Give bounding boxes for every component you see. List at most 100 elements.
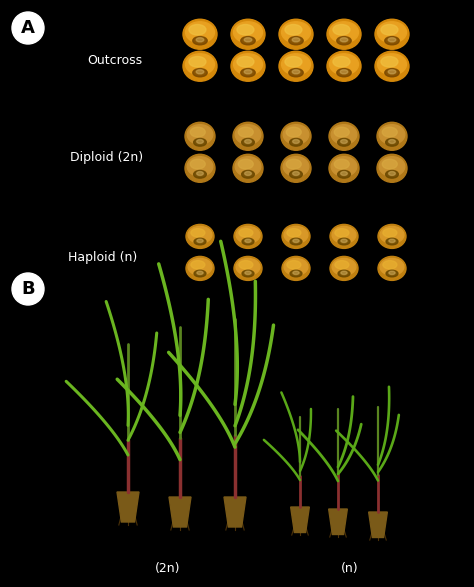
Ellipse shape: [281, 154, 311, 183]
Ellipse shape: [341, 239, 347, 242]
Ellipse shape: [231, 19, 265, 49]
Ellipse shape: [285, 25, 302, 35]
Ellipse shape: [244, 70, 252, 74]
Ellipse shape: [282, 22, 310, 43]
Ellipse shape: [337, 36, 351, 45]
Ellipse shape: [290, 270, 302, 277]
Ellipse shape: [193, 170, 206, 178]
Ellipse shape: [341, 171, 347, 176]
Ellipse shape: [389, 271, 395, 275]
Ellipse shape: [189, 56, 206, 67]
Ellipse shape: [234, 224, 262, 248]
Ellipse shape: [233, 154, 263, 183]
Ellipse shape: [389, 239, 395, 242]
Polygon shape: [117, 492, 139, 522]
Ellipse shape: [242, 238, 254, 245]
Ellipse shape: [233, 122, 263, 150]
Ellipse shape: [388, 70, 396, 74]
Polygon shape: [224, 497, 246, 527]
Ellipse shape: [289, 69, 303, 77]
Ellipse shape: [338, 270, 350, 277]
Ellipse shape: [239, 228, 253, 237]
Ellipse shape: [380, 227, 404, 243]
Ellipse shape: [385, 36, 399, 45]
Ellipse shape: [335, 228, 349, 237]
Ellipse shape: [239, 261, 253, 269]
Ellipse shape: [235, 124, 261, 144]
Ellipse shape: [183, 19, 217, 49]
Ellipse shape: [245, 140, 251, 143]
Text: (2n): (2n): [155, 562, 181, 575]
Text: Diploid (2n): Diploid (2n): [71, 150, 144, 164]
Ellipse shape: [185, 54, 214, 75]
Ellipse shape: [193, 69, 207, 77]
Ellipse shape: [333, 56, 350, 67]
Ellipse shape: [386, 270, 398, 277]
Ellipse shape: [194, 270, 206, 277]
Ellipse shape: [185, 22, 214, 43]
Ellipse shape: [385, 69, 399, 77]
Ellipse shape: [378, 257, 406, 281]
Ellipse shape: [388, 38, 396, 42]
Ellipse shape: [383, 228, 397, 237]
Ellipse shape: [334, 127, 349, 137]
Ellipse shape: [377, 154, 407, 183]
Ellipse shape: [188, 258, 212, 275]
Ellipse shape: [191, 228, 205, 237]
Ellipse shape: [283, 157, 309, 176]
Ellipse shape: [290, 170, 302, 178]
Ellipse shape: [284, 227, 308, 243]
Ellipse shape: [284, 258, 308, 275]
Ellipse shape: [194, 238, 206, 245]
Text: A: A: [21, 19, 35, 37]
Ellipse shape: [383, 261, 397, 269]
Ellipse shape: [375, 51, 409, 81]
Ellipse shape: [337, 69, 351, 77]
Ellipse shape: [187, 124, 213, 144]
Ellipse shape: [185, 154, 215, 183]
Ellipse shape: [289, 36, 303, 45]
Ellipse shape: [197, 140, 203, 143]
Ellipse shape: [189, 25, 206, 35]
Ellipse shape: [333, 25, 350, 35]
Ellipse shape: [337, 139, 350, 146]
Ellipse shape: [287, 228, 301, 237]
Ellipse shape: [245, 239, 251, 242]
Circle shape: [12, 273, 44, 305]
Ellipse shape: [334, 159, 349, 169]
Ellipse shape: [330, 257, 358, 281]
Ellipse shape: [186, 224, 214, 248]
Ellipse shape: [386, 170, 398, 178]
Ellipse shape: [285, 56, 302, 67]
Text: B: B: [21, 280, 35, 298]
Ellipse shape: [386, 238, 398, 245]
Ellipse shape: [197, 239, 203, 242]
Ellipse shape: [235, 157, 261, 176]
Ellipse shape: [237, 25, 254, 35]
Ellipse shape: [286, 127, 301, 137]
Polygon shape: [369, 512, 387, 538]
Ellipse shape: [382, 159, 397, 169]
Ellipse shape: [379, 157, 405, 176]
Ellipse shape: [290, 139, 302, 146]
Ellipse shape: [236, 227, 260, 243]
Polygon shape: [169, 497, 191, 527]
Ellipse shape: [238, 127, 253, 137]
Ellipse shape: [234, 257, 262, 281]
Ellipse shape: [378, 224, 406, 248]
Ellipse shape: [244, 38, 252, 42]
Ellipse shape: [196, 70, 204, 74]
Ellipse shape: [341, 271, 347, 275]
Ellipse shape: [378, 22, 406, 43]
Ellipse shape: [293, 271, 299, 275]
Ellipse shape: [286, 159, 301, 169]
Ellipse shape: [379, 124, 405, 144]
Ellipse shape: [380, 258, 404, 275]
Ellipse shape: [245, 271, 251, 275]
Ellipse shape: [188, 227, 212, 243]
Ellipse shape: [234, 54, 263, 75]
Ellipse shape: [241, 36, 255, 45]
Ellipse shape: [281, 122, 311, 150]
Ellipse shape: [327, 51, 361, 81]
Ellipse shape: [197, 271, 203, 275]
